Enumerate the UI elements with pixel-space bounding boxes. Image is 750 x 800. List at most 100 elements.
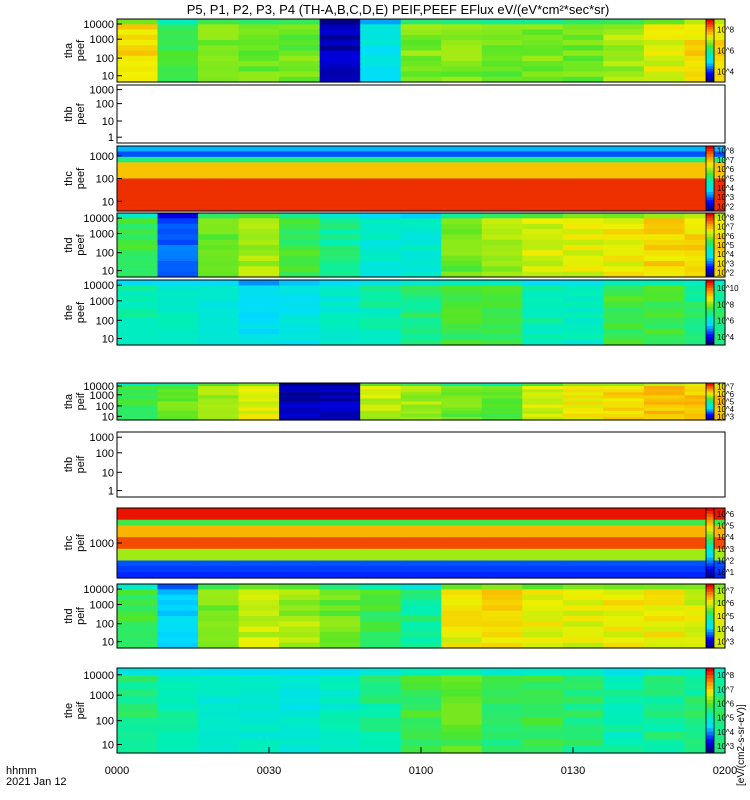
spectrogram-cell <box>157 637 199 644</box>
spectrogram-cell <box>279 271 321 278</box>
spectrogram-cell <box>522 301 564 308</box>
spectrogram-cell <box>643 710 685 719</box>
spectrogram-cell <box>319 675 361 683</box>
spectrogram-cell <box>603 560 645 567</box>
colorbar-swatch <box>706 183 714 188</box>
spectrogram-cell <box>360 668 402 676</box>
spectrogram-cell <box>117 731 159 740</box>
spectrogram-cell <box>157 508 199 515</box>
spectrogram-cell <box>279 416 321 421</box>
spectrogram-cell <box>117 584 159 590</box>
spectrogram-cell <box>117 407 159 412</box>
spectrogram-cell <box>157 290 199 297</box>
colorbar-tick-label: 10^5 <box>717 522 735 531</box>
colorbar-swatch <box>706 47 714 51</box>
colorbar-tick-label: 10^1 <box>717 568 735 577</box>
spectrogram-cell <box>643 229 685 235</box>
spectrogram-cell <box>238 383 280 387</box>
time-axis-label: hhmm <box>6 765 37 777</box>
spectrogram-cell <box>157 600 199 606</box>
spectrogram-cell <box>400 255 442 262</box>
spectrogram-cell <box>481 66 523 73</box>
spectrogram-cell <box>117 234 159 241</box>
colorbar-swatch <box>706 320 714 324</box>
spectrogram-cell <box>157 167 199 174</box>
spectrogram-cell <box>562 632 604 638</box>
spectrogram-cell <box>198 554 240 562</box>
spectrogram-cell <box>400 328 442 335</box>
spectrogram-cell <box>400 642 442 649</box>
spectrogram-cell <box>279 682 321 690</box>
spectrogram-cell <box>198 410 240 415</box>
colorbar-swatch <box>706 714 714 718</box>
spectrogram-cell <box>238 594 280 601</box>
spectrogram-cell <box>157 71 199 78</box>
spectrogram-cell <box>562 317 604 324</box>
spectrogram-cell <box>481 307 523 314</box>
colorbar-swatch <box>706 566 714 570</box>
spectrogram-cell <box>157 328 199 335</box>
spectrogram-cell <box>400 339 442 346</box>
spectrogram-cell <box>603 162 645 169</box>
spectrogram-cell <box>562 508 604 515</box>
spectrogram-cell <box>562 271 604 278</box>
spectrogram-cell <box>117 156 159 163</box>
spectrogram-cell <box>360 218 402 225</box>
spectrogram-cell <box>603 194 645 201</box>
spectrogram-cell <box>643 543 685 550</box>
spectrogram-cell <box>157 280 199 286</box>
spectrogram-cell <box>684 389 726 393</box>
spectrogram-cell <box>684 234 726 241</box>
spectrogram-cell <box>198 245 240 251</box>
spectrogram-cell <box>481 151 523 158</box>
spectrogram-cell <box>157 173 199 180</box>
spectrogram-cell <box>522 280 564 286</box>
colorbar-swatch <box>706 61 714 65</box>
spectrogram-cell <box>238 250 280 257</box>
spectrogram-cell <box>522 19 564 25</box>
spectrogram-cell <box>400 290 442 297</box>
spectrogram-cell <box>603 717 645 726</box>
spectrogram-cell <box>441 626 483 633</box>
spectrogram-cell <box>643 508 685 515</box>
spectrogram-cell <box>319 200 361 207</box>
spectrogram-cell <box>360 513 402 521</box>
spectrogram-cell <box>238 261 280 267</box>
spectrogram-cell <box>562 307 604 314</box>
spectrogram-cell <box>157 296 199 303</box>
spectrogram-cell <box>198 594 240 601</box>
spectrogram-cell <box>360 703 402 712</box>
colorbar-swatch <box>706 312 714 316</box>
colorbar-tick-label: 10^3 <box>717 259 735 268</box>
spectrogram-cell <box>198 167 240 174</box>
spectrogram-cell <box>603 525 645 532</box>
y-tick-label: 1000 <box>90 34 114 46</box>
spectrogram-cell <box>319 738 361 747</box>
spectrogram-cell <box>643 731 685 740</box>
spectrogram-cell <box>157 548 199 556</box>
spectrogram-cell <box>279 24 321 31</box>
spectrogram-cell <box>279 45 321 52</box>
spectrogram-cell <box>157 183 199 190</box>
colorbar-border <box>705 583 715 649</box>
spectrogram-cell <box>279 508 321 515</box>
spectrogram-cell <box>522 389 564 393</box>
spectrogram-cell <box>684 605 726 612</box>
spectrogram-cell <box>198 50 240 57</box>
spectrogram-cell <box>684 703 726 712</box>
spectrogram-cell <box>603 600 645 606</box>
y-tick-label: 10 <box>102 71 114 83</box>
spectrogram-cell <box>319 610 361 617</box>
spectrogram-cell <box>522 323 564 330</box>
spectrogram-cell <box>603 584 645 590</box>
spectrogram-cell <box>441 407 483 412</box>
spectrogram-cell <box>198 392 240 396</box>
spectrogram-cell <box>360 395 402 399</box>
spectrogram-cell <box>319 301 361 308</box>
spectrogram-cell <box>319 696 361 704</box>
spectrogram-cell <box>643 19 685 25</box>
spectrogram-cell <box>603 301 645 308</box>
spectrogram-cell <box>198 24 240 31</box>
spectrogram-cell <box>441 66 483 73</box>
spectrogram-cell <box>603 312 645 319</box>
